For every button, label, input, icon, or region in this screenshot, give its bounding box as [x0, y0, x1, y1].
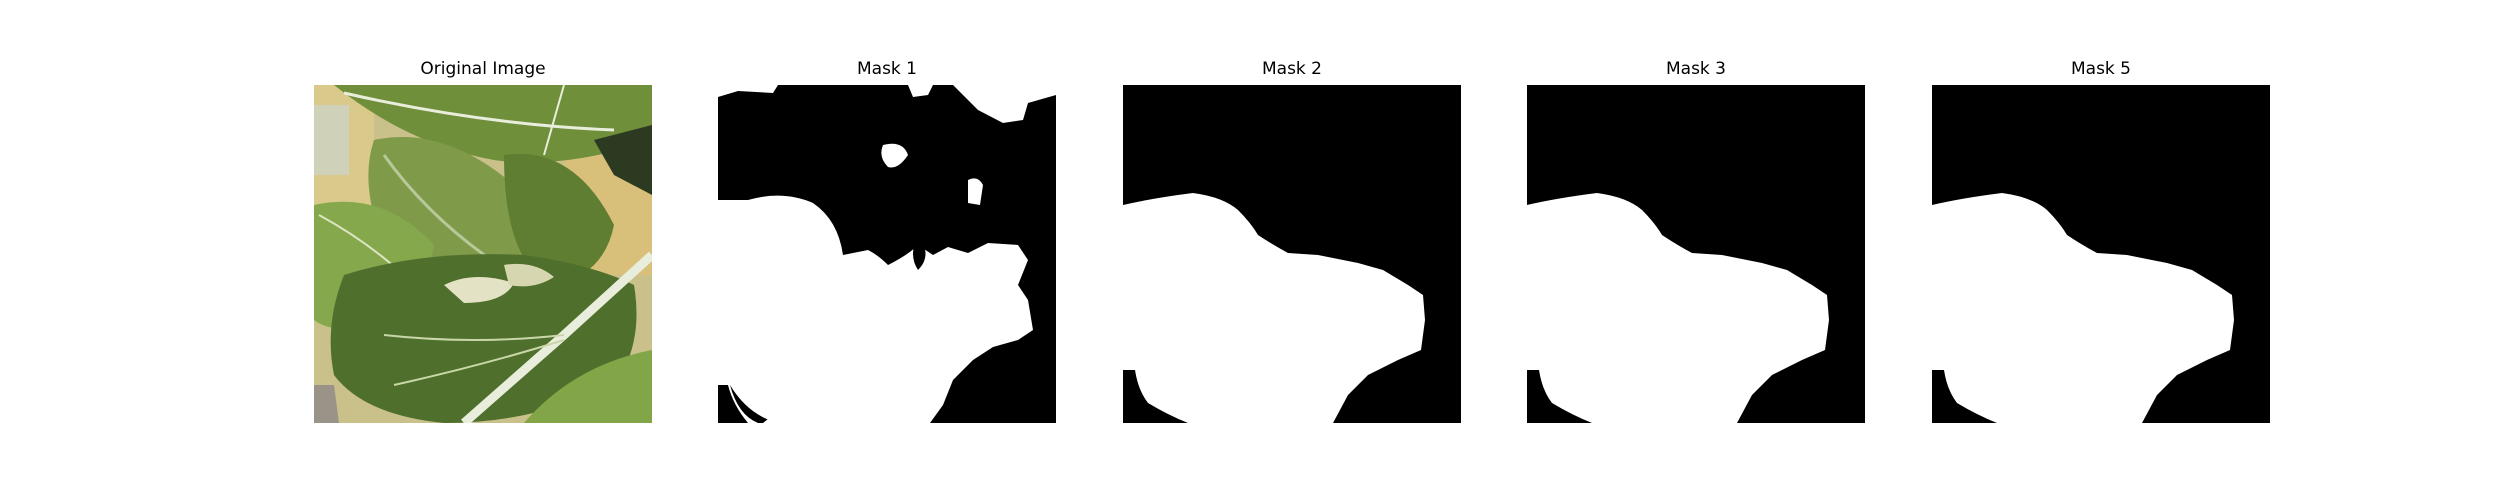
panel-title: Original Image	[420, 59, 546, 79]
mask-image-2	[1123, 85, 1461, 423]
original-image	[314, 85, 652, 423]
panel-mask-1: Mask 1	[718, 0, 1056, 500]
panel-original-image: Original Image	[314, 0, 652, 500]
panel-mask-5: Mask 5	[1932, 0, 2270, 500]
panel-title: Mask 3	[1665, 59, 1726, 79]
panel-mask-2: Mask 2	[1123, 0, 1461, 500]
mask-image-5	[1932, 85, 2270, 423]
panel-title: Mask 1	[856, 59, 917, 79]
mask-image-1	[718, 85, 1056, 423]
panel-mask-3: Mask 3	[1527, 0, 1865, 500]
panel-title: Mask 2	[1261, 59, 1322, 79]
mask-image-3	[1527, 85, 1865, 423]
panel-title: Mask 5	[2070, 59, 2131, 79]
